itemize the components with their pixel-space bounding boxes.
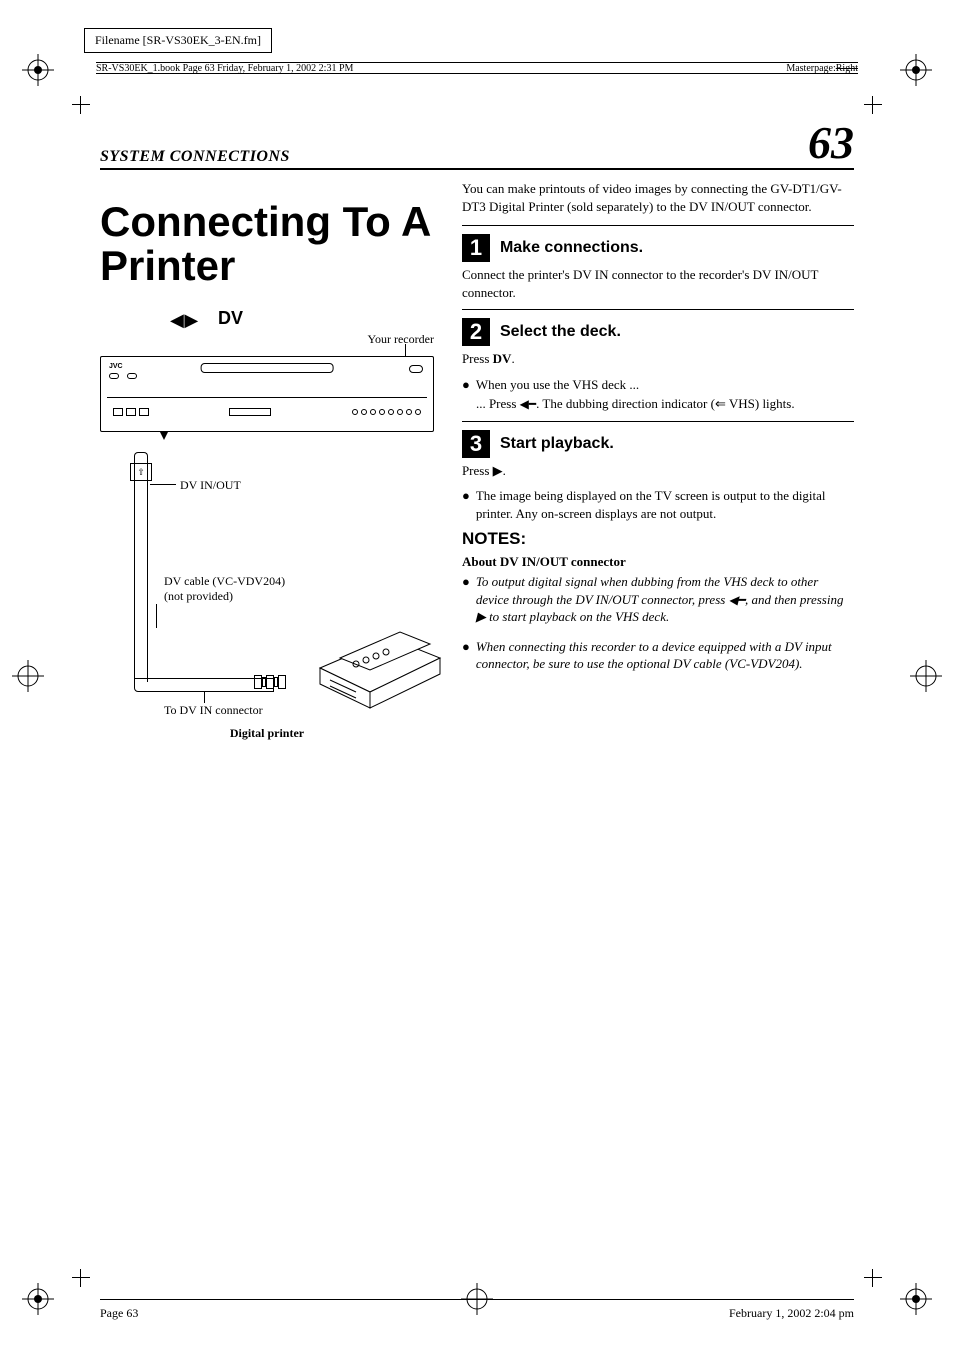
play-icon: ▶ [476, 608, 486, 626]
your-recorder-label: Your recorder [368, 332, 434, 347]
note-2-text: When connecting this recorder to a devic… [476, 638, 854, 673]
sub-mid: . The dubbing direction indicator ( [536, 396, 715, 411]
sub-vhs: VHS) lights. [726, 396, 795, 411]
pointer-line [405, 344, 406, 356]
dv-inout-label: DV IN/OUT [180, 478, 241, 493]
crop-mark-icon [22, 1283, 54, 1315]
filename-box: Filename [SR-VS30EK_3-EN.fm] [84, 28, 272, 53]
masterpage-value: Right [836, 63, 858, 74]
left-arrow-bar-icon: ◀━ [729, 592, 745, 608]
bullet-icon: ● [462, 487, 470, 522]
corner-mark-icon [864, 96, 882, 114]
step-number-2: 2 [462, 318, 490, 346]
dv-arrows-icon: ◀ ▶ [170, 310, 196, 331]
dv-cable-label-2: (not provided) [164, 589, 233, 603]
page-number: 63 [808, 120, 854, 166]
step-title-1: Make connections. [500, 237, 643, 259]
bullet-icon: ● [462, 573, 470, 626]
cable-vertical [134, 452, 148, 682]
section-title: SYSTEM CONNECTIONS [100, 148, 290, 166]
step-title-3: Start playback. [500, 433, 614, 455]
notes-subheading: About DV IN/OUT connector [462, 553, 854, 571]
press-suffix: . [503, 463, 506, 478]
step-2-press: Press DV. [462, 350, 854, 368]
recorder-illustration: JVC [100, 356, 434, 432]
divider [462, 225, 854, 226]
page-title: Connecting To A Printer [100, 200, 434, 288]
dv-cable-label-1: DV cable (VC-VDV204) [164, 574, 285, 588]
bullet-icon: ● [462, 638, 470, 673]
step-3-press: Press ▶. [462, 462, 854, 480]
masterpage-prefix: Masterpage: [786, 63, 835, 74]
crop-mark-icon [900, 1283, 932, 1315]
divider [462, 421, 854, 422]
page-header: SYSTEM CONNECTIONS 63 [100, 120, 854, 170]
cable-horizontal [134, 678, 274, 692]
press-suffix: . [511, 351, 514, 366]
dv-cable-label: DV cable (VC-VDV204) (not provided) [164, 574, 285, 604]
footer-left: Page 63 [100, 1306, 138, 1321]
corner-mark-icon [72, 96, 90, 114]
book-info-bar: SR-VS30EK_1.book Page 63 Friday, Februar… [96, 62, 858, 74]
divider [462, 309, 854, 310]
step-3-bullet-text: The image being displayed on the TV scre… [476, 487, 854, 522]
to-dv-in-label: To DV IN connector [164, 703, 263, 718]
double-arrow-icon: ⇐ [715, 396, 726, 411]
jvc-logo: JVC [109, 363, 123, 370]
step-3-header: 3 Start playback. [462, 430, 854, 458]
note-1-text: To output digital signal when dubbing fr… [476, 573, 854, 626]
corner-mark-icon [72, 1269, 90, 1287]
step-number-3: 3 [462, 430, 490, 458]
crop-mark-icon [910, 660, 942, 692]
press-dv: DV [493, 351, 512, 366]
step-2-bullet-text: When you use the VHS deck ... [476, 376, 639, 394]
connection-diagram: ◀ ▶ DV Your recorder JVC [100, 308, 434, 768]
printer-illustration [300, 608, 450, 712]
note-1-post: to start playback on the VHS deck. [486, 609, 669, 624]
step-1-body: Connect the printer's DV IN connector to… [462, 266, 854, 301]
note-1-mid: , and then pressing [745, 592, 843, 607]
step-2-bullet: ● When you use the VHS deck ... [462, 376, 854, 394]
crop-mark-icon [900, 54, 932, 86]
step-title-2: Select the deck. [500, 321, 621, 343]
arrow-down-icon [160, 432, 168, 440]
step-number-1: 1 [462, 234, 490, 262]
crop-mark-icon [22, 54, 54, 86]
corner-mark-icon [864, 1269, 882, 1287]
intro-text: You can make printouts of video images b… [462, 180, 854, 215]
dv-label: DV [218, 308, 243, 329]
printer-caption: Digital printer [100, 726, 434, 741]
note-1: ● To output digital signal when dubbing … [462, 573, 854, 626]
note-2: ● When connecting this recorder to a dev… [462, 638, 854, 673]
footer-right: February 1, 2002 2:04 pm [729, 1306, 854, 1321]
press-prefix: Press [462, 463, 493, 478]
cable-plug2-icon [254, 674, 290, 696]
step-2-header: 2 Select the deck. [462, 318, 854, 346]
play-icon: ▶ [493, 462, 503, 480]
crop-mark-icon [12, 660, 44, 692]
step-1-header: 1 Make connections. [462, 234, 854, 262]
bookline-left: SR-VS30EK_1.book Page 63 Friday, Februar… [96, 63, 353, 74]
bookline-right: Masterpage:Right [786, 63, 858, 74]
left-arrow-bar-icon: ◀━ [520, 396, 536, 412]
sub-prefix: ... Press [476, 396, 520, 411]
step-2-sub: ... Press ◀━. The dubbing direction indi… [476, 395, 854, 413]
notes-heading: NOTES: [462, 528, 854, 551]
press-prefix: Press [462, 351, 493, 366]
page-footer: Page 63 February 1, 2002 2:04 pm [100, 1299, 854, 1321]
bullet-icon: ● [462, 376, 470, 394]
step-3-bullet: ● The image being displayed on the TV sc… [462, 487, 854, 522]
